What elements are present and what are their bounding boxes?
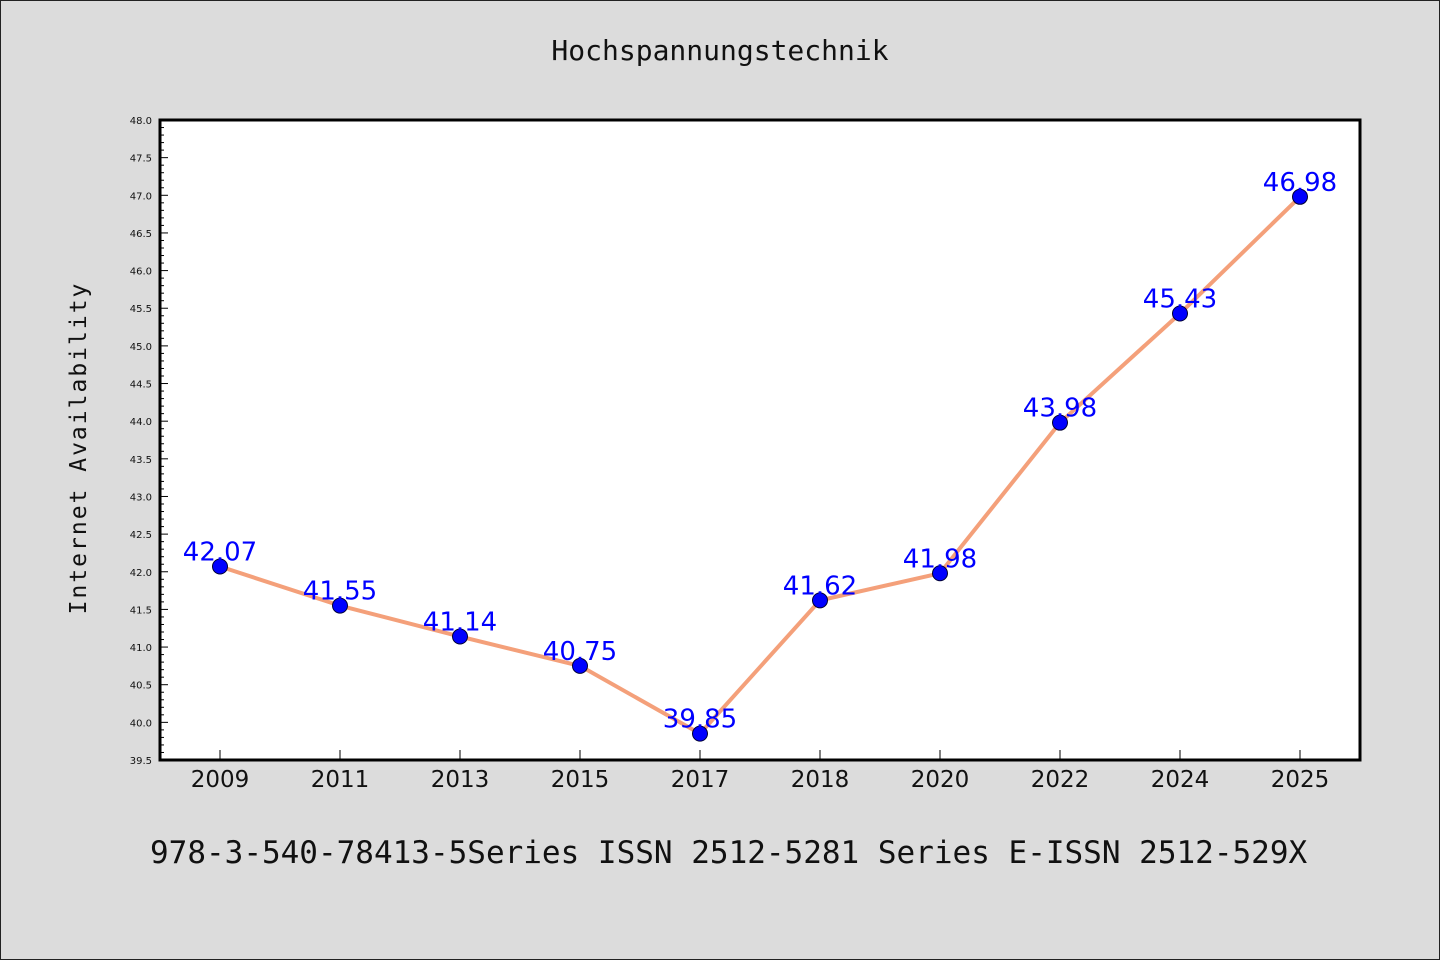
data-label: 41.14 bbox=[423, 608, 497, 638]
y-tick-label: 43.5 bbox=[130, 455, 152, 466]
y-tick-label: 41.5 bbox=[130, 605, 152, 616]
x-axis: 2009 2011 2013 2015 2017 2018 2020 2022 2024 2025 bbox=[191, 750, 1330, 793]
y-tick-label: 41.0 bbox=[130, 643, 152, 654]
y-tick-label: 45.5 bbox=[130, 304, 152, 315]
data-point bbox=[572, 657, 588, 674]
y-axis-title: Internet Availability bbox=[66, 282, 92, 615]
y-tick-label: 40.0 bbox=[130, 718, 152, 729]
y-tick-label: 45.0 bbox=[130, 342, 152, 353]
y-tick-label: 46.0 bbox=[130, 267, 152, 278]
x-tick-label: 2015 bbox=[551, 767, 610, 793]
data-point bbox=[1292, 188, 1308, 205]
data-label: 39.85 bbox=[663, 705, 737, 735]
data-point bbox=[212, 558, 228, 575]
x-tick-label: 2017 bbox=[671, 767, 730, 793]
x-tick-label: 2018 bbox=[791, 767, 850, 793]
data-label: 41.55 bbox=[303, 577, 377, 607]
y-tick-label: 47.5 bbox=[130, 154, 152, 165]
y-tick-label: 40.5 bbox=[130, 681, 152, 692]
plot-area bbox=[158, 118, 1362, 762]
chart-title: Hochspannungstechnik bbox=[551, 34, 889, 67]
series-line bbox=[219, 195, 1302, 736]
data-point bbox=[452, 628, 468, 645]
y-tick-label: 39.5 bbox=[130, 756, 152, 767]
data-label: 45.43 bbox=[1143, 285, 1217, 315]
x-tick-label: 2013 bbox=[431, 767, 490, 793]
x-tick-label: 2022 bbox=[1031, 767, 1090, 793]
data-label: 41.98 bbox=[903, 544, 977, 574]
x-tick-label: 2024 bbox=[1151, 767, 1210, 793]
y-tick-label: 48.0 bbox=[130, 116, 152, 127]
y-tick-label: 42.0 bbox=[130, 568, 152, 579]
data-label: 40.75 bbox=[543, 637, 617, 667]
y-tick-label: 44.0 bbox=[130, 417, 152, 428]
data-point bbox=[332, 597, 348, 614]
y-tick-label: 43.0 bbox=[130, 492, 152, 503]
data-point bbox=[1052, 414, 1068, 431]
data-label: 46.98 bbox=[1263, 168, 1337, 198]
data-point bbox=[1172, 305, 1188, 322]
y-tick-label: 44.5 bbox=[130, 380, 152, 391]
data-point bbox=[932, 565, 948, 582]
x-tick-label: 2020 bbox=[911, 767, 970, 793]
data-point bbox=[812, 592, 828, 609]
x-tick-label: 2025 bbox=[1271, 767, 1330, 793]
data-label: 41.62 bbox=[783, 571, 857, 601]
x-tick-label: 2011 bbox=[311, 767, 370, 793]
data-point bbox=[692, 725, 708, 742]
y-axis: 39.5 40.0 40.5 41.0 41.5 42.0 42.5 43.0 43.5 44.0… bbox=[130, 116, 168, 767]
footer-text: 978-3-540-78413-5Series ISSN 2512-5281 S… bbox=[150, 835, 1308, 871]
x-tick-label: 2009 bbox=[191, 767, 250, 793]
data-label: 42.07 bbox=[183, 537, 257, 567]
y-tick-label: 47.0 bbox=[130, 191, 152, 202]
data-label: 43.98 bbox=[1023, 394, 1097, 424]
y-tick-label: 42.5 bbox=[130, 530, 152, 541]
y-tick-label: 46.5 bbox=[130, 229, 152, 240]
series-layer: 42.07 41.55 41.14 40.75 39.85 41.62 41.98 43.98… bbox=[183, 168, 1337, 742]
